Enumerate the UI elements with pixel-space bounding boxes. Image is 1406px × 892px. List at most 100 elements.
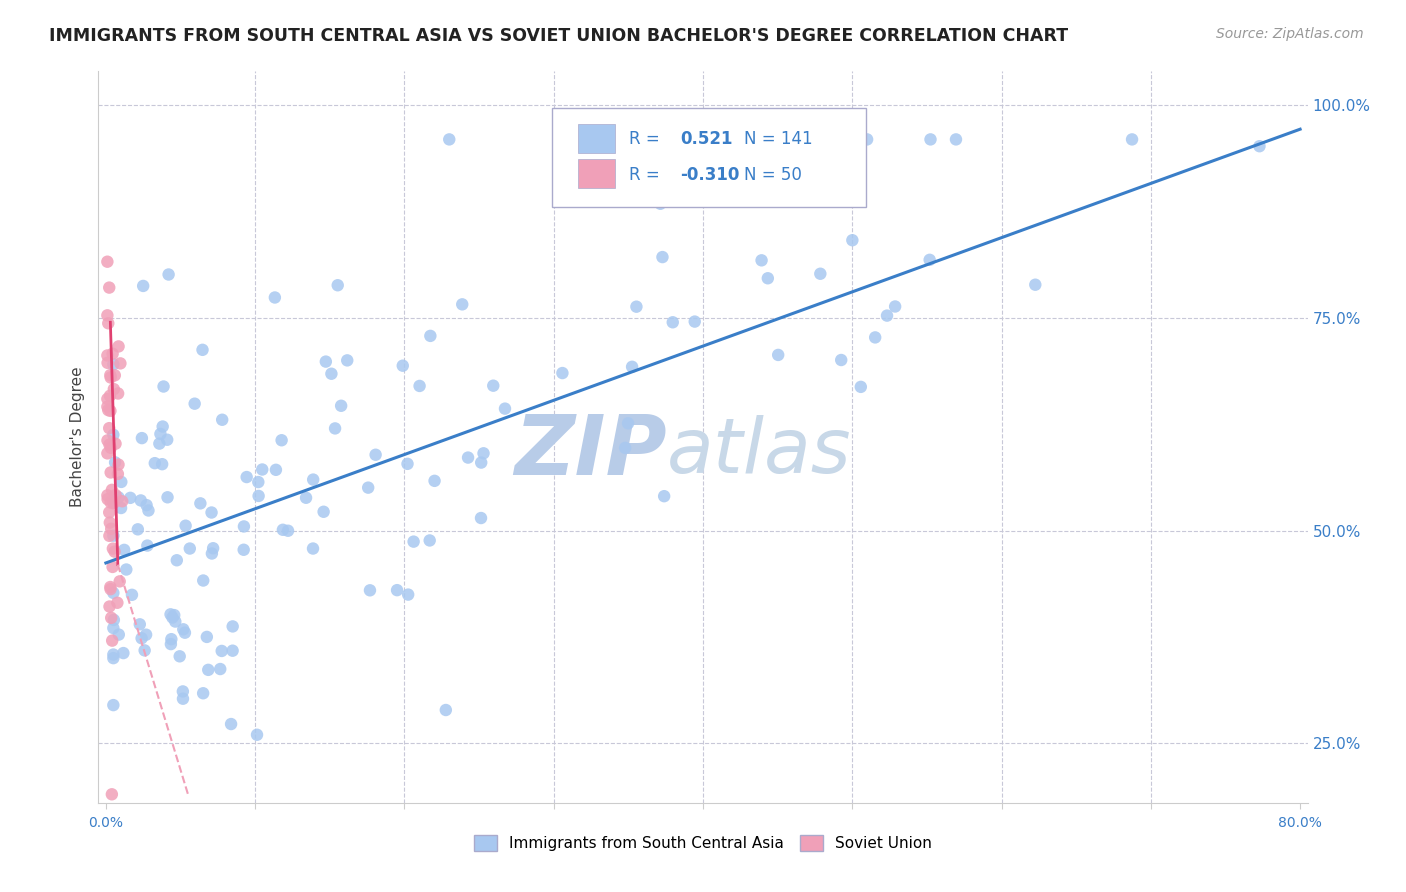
Point <box>96 400 118 414</box>
Point <box>135 498 157 512</box>
Point <box>336 353 359 368</box>
Point <box>159 607 181 622</box>
Point <box>104 544 127 558</box>
Point <box>103 698 125 712</box>
Point <box>104 368 127 383</box>
Point <box>190 496 212 510</box>
Point <box>136 539 159 553</box>
Point <box>193 574 215 588</box>
Point <box>364 448 387 462</box>
Point <box>830 353 852 368</box>
Point <box>330 399 353 413</box>
Point <box>246 728 269 742</box>
Bar <box>578 159 614 188</box>
Point <box>1121 132 1143 146</box>
Text: atlas: atlas <box>666 415 851 489</box>
Point <box>172 684 194 698</box>
FancyBboxPatch shape <box>551 108 866 207</box>
Point <box>97 403 120 417</box>
Point <box>232 542 254 557</box>
Point <box>98 438 121 452</box>
Text: Source: ZipAtlas.com: Source: ZipAtlas.com <box>1216 27 1364 41</box>
Point <box>121 588 143 602</box>
Point <box>434 703 457 717</box>
Point <box>200 506 222 520</box>
Point <box>96 254 118 268</box>
Point <box>470 511 492 525</box>
Point <box>100 495 122 509</box>
Point <box>174 518 197 533</box>
Point <box>100 582 122 596</box>
Point <box>103 621 125 635</box>
Point <box>107 627 129 641</box>
Point <box>221 619 243 633</box>
Point <box>302 541 325 556</box>
Point <box>183 397 205 411</box>
Point <box>202 541 225 556</box>
Point <box>143 456 166 470</box>
Point <box>112 542 135 557</box>
Point <box>247 475 270 489</box>
Point <box>312 505 335 519</box>
Point <box>98 389 121 403</box>
Point <box>104 436 127 450</box>
Point <box>808 267 831 281</box>
Point <box>766 348 789 362</box>
Point <box>160 637 183 651</box>
Point <box>107 339 129 353</box>
Point <box>135 628 157 642</box>
Point <box>100 466 122 480</box>
Point <box>103 496 125 510</box>
Point <box>96 392 118 406</box>
Point <box>326 278 349 293</box>
Point <box>321 367 343 381</box>
Point <box>103 358 125 372</box>
Point <box>439 132 461 146</box>
Text: 80.0%: 80.0% <box>1278 815 1322 830</box>
Point <box>211 413 233 427</box>
Point <box>1249 139 1271 153</box>
Point <box>103 427 125 442</box>
Point <box>614 441 637 455</box>
Point <box>98 505 121 519</box>
Point <box>98 421 121 435</box>
Point <box>863 330 886 344</box>
Point <box>235 470 257 484</box>
Point <box>115 562 138 576</box>
Point <box>131 431 153 445</box>
Point <box>104 455 127 469</box>
Point <box>197 663 219 677</box>
Point <box>149 426 172 441</box>
Point <box>156 490 179 504</box>
Text: N = 141: N = 141 <box>744 129 813 148</box>
Point <box>756 271 779 285</box>
Point <box>163 608 186 623</box>
Point <box>110 501 132 516</box>
Point <box>849 380 872 394</box>
Point <box>252 462 274 476</box>
Point <box>651 250 673 264</box>
Point <box>127 522 149 536</box>
Point <box>172 623 194 637</box>
Point <box>157 268 180 282</box>
Point <box>271 523 294 537</box>
Point <box>391 359 413 373</box>
Point <box>277 524 299 538</box>
Point <box>103 651 125 665</box>
Point <box>152 379 174 393</box>
Point <box>270 434 292 448</box>
Point <box>100 522 122 536</box>
Point <box>876 309 898 323</box>
Point <box>472 446 495 460</box>
Point <box>166 553 188 567</box>
Point <box>96 488 118 502</box>
Point <box>359 583 381 598</box>
Point <box>108 574 131 589</box>
Point <box>105 596 128 610</box>
Point <box>683 315 706 329</box>
Point <box>408 379 430 393</box>
Point <box>451 297 474 311</box>
Text: 0.0%: 0.0% <box>89 815 124 830</box>
Point <box>419 329 441 343</box>
Point <box>96 348 118 362</box>
